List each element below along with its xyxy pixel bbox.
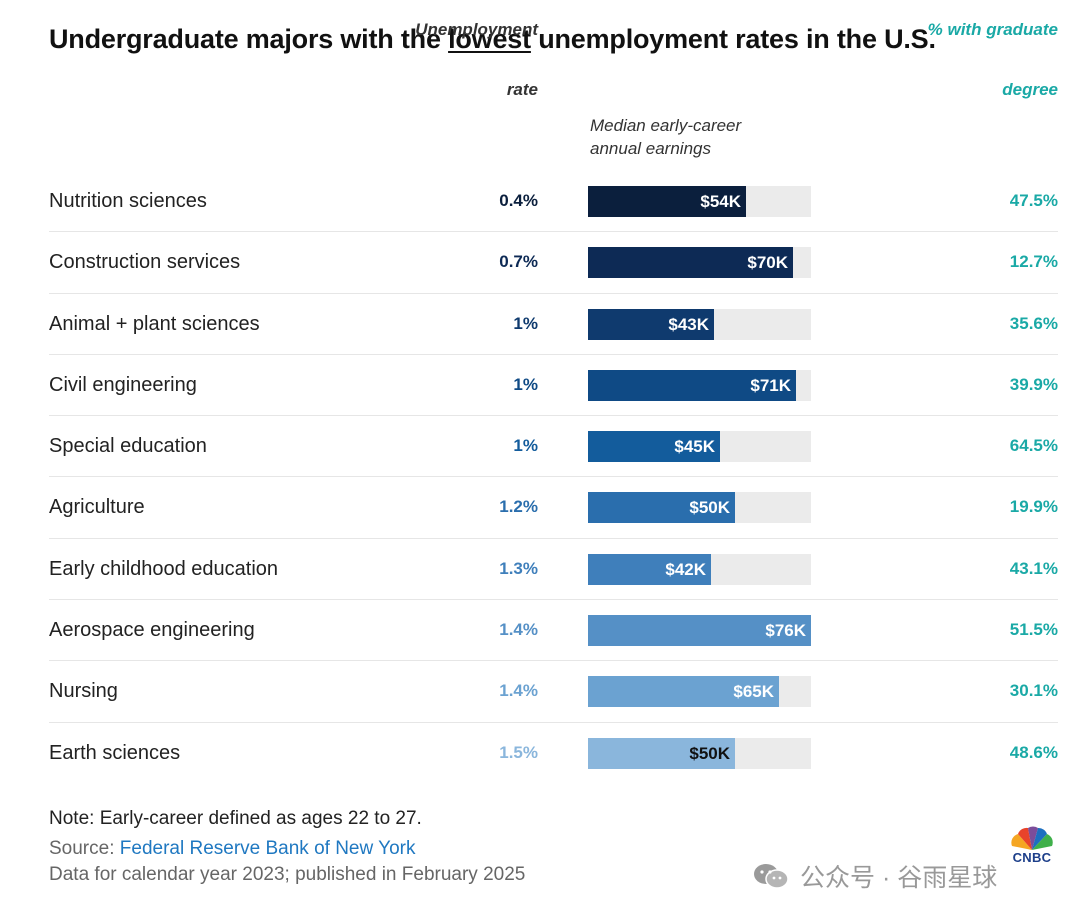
table-row: Earth sciences 1.5% $50K 48.6% (49, 721, 1058, 783)
earnings-bar: $70K (588, 247, 793, 279)
graduate-degree-value: 48.6% (1009, 742, 1058, 762)
table-row: Early childhood education 1.3% $42K 43.1% (49, 537, 1058, 599)
unemployment-rate-value: 1.3% (499, 558, 538, 578)
unemployment-rate-value: 1.2% (499, 497, 538, 517)
grad-header-line-1: % with graduate (927, 20, 1058, 39)
graduate-degree-value: 43.1% (1009, 558, 1058, 578)
earnings-bar-track: $45K (588, 431, 811, 463)
earnings-bar-track: $70K (588, 247, 811, 279)
table-row: Construction services 0.7% $70K 12.7% (49, 231, 1058, 292)
earnings-bar-label: $71K (750, 375, 791, 395)
graduate-degree-value: 35.6% (1009, 313, 1058, 333)
title-part-2: unemployment rates in the U.S. (530, 24, 936, 54)
unemployment-rate-value: 1.4% (499, 681, 538, 701)
graduate-degree-value: 64.5% (1009, 436, 1058, 456)
source-line: Source: Federal Reserve Bank of New York (49, 838, 415, 860)
grad-header-line-2: degree (1002, 80, 1058, 99)
graduate-degree-value: 12.7% (1009, 252, 1058, 272)
major-label: Animal + plant sciences (49, 312, 260, 335)
major-label: Nutrition sciences (49, 190, 207, 212)
table-row: Agriculture 1.2% $50K 19.9% (49, 476, 1058, 537)
earnings-bar: $45K (588, 431, 720, 463)
footnote: Note: Early-career defined as ages 22 to… (49, 808, 422, 829)
major-label: Civil engineering (49, 373, 197, 396)
earnings-bar-label: $43K (668, 314, 709, 334)
graduate-degree-value: 47.5% (1009, 191, 1058, 210)
earnings-header-line-1: Median early-career (590, 116, 742, 135)
table-row: Nursing 1.4% $65K 30.1% (49, 660, 1058, 721)
earnings-bar-label: $76K (765, 621, 806, 641)
graduate-degree-value: 51.5% (1009, 620, 1058, 640)
table-row: Special education 1% $45K 64.5% (49, 415, 1058, 476)
unemployment-rate-value: 1% (513, 436, 538, 456)
wechat-icon (754, 864, 789, 889)
earnings-bar-track: $50K (588, 492, 811, 524)
cnbc-peacock-logo-icon (1011, 826, 1053, 850)
major-label: Nursing (49, 680, 118, 703)
unemployment-rate-value: 1.5% (499, 742, 538, 762)
earnings-bar-track: $54K (588, 186, 811, 217)
earnings-bar: $50K (588, 492, 735, 524)
major-label: Special education (49, 435, 207, 458)
major-label: Aerospace engineering (49, 619, 255, 642)
column-header-earnings: Median early-career annual earnings (590, 114, 810, 160)
table-row: Aerospace engineering 1.4% $76K 51.5% (49, 599, 1058, 660)
earnings-bar: $42K (588, 553, 711, 585)
earnings-bar-label: $65K (733, 682, 774, 702)
earnings-bar: $43K (588, 308, 714, 340)
earnings-bar-track: $50K (588, 737, 811, 769)
unemployment-rate-value: 1.4% (499, 620, 538, 640)
unemployment-rate-value: 0.4% (499, 191, 538, 210)
rate-header-line-2: rate (506, 80, 538, 99)
graduate-degree-value: 19.9% (1009, 497, 1058, 517)
title-emphasis: lowest (448, 24, 531, 54)
table-row: Animal + plant sciences 1% $43K 35.6% (49, 292, 1058, 354)
data-note: Data for calendar year 2023; published i… (49, 864, 526, 885)
source-link[interactable]: Federal Reserve Bank of New York (119, 838, 416, 859)
major-label: Construction services (49, 251, 241, 274)
graduate-degree-value: 39.9% (1009, 374, 1058, 394)
graduate-degree-value: 30.1% (1009, 681, 1058, 701)
cnbc-logo-text: CNBC (1012, 850, 1052, 865)
earnings-bar-track: $42K (588, 553, 811, 585)
unemployment-rate-value: 1% (513, 313, 538, 333)
major-label: Agriculture (49, 496, 145, 519)
earnings-bar-track: $71K (588, 369, 811, 401)
earnings-bar-label: $50K (689, 743, 730, 763)
earnings-bar-track: $43K (588, 308, 811, 340)
unemployment-rate-value: 0.7% (499, 252, 538, 272)
title-part-1: Undergraduate majors with the (49, 24, 449, 54)
column-header-graduate-degree: % with graduate degree (870, 0, 1058, 99)
source-prefix: Source: (49, 838, 120, 859)
column-header-unemployment-rate: Unemployment rate (380, 0, 538, 99)
earnings-bar-label: $42K (665, 559, 706, 579)
earnings-bar-label: $45K (674, 437, 715, 457)
chart-title: Undergraduate majors with the lowest une… (49, 24, 936, 55)
data-table: Nutrition sciences 0.4% $54K 47.5% Construct… (49, 171, 1058, 783)
rate-header-line-1: Unemployment (415, 20, 538, 39)
earnings-bar-label: $54K (700, 192, 741, 211)
earnings-bar: $71K (588, 369, 796, 401)
unemployment-rate-value: 1% (513, 374, 538, 394)
earnings-bar: $65K (588, 676, 779, 708)
earnings-bar-label: $50K (689, 498, 730, 518)
major-label: Early childhood education (49, 557, 279, 580)
table-row: Nutrition sciences 0.4% $54K 47.5% (49, 171, 1058, 231)
earnings-bar: $50K (588, 737, 735, 769)
watermark-text: 公众号 · 谷雨星球 (800, 864, 998, 892)
earnings-bar: $54K (588, 186, 746, 217)
earnings-header-line-2: annual earnings (590, 139, 711, 158)
watermark: 公众号 · 谷雨星球 (752, 858, 997, 894)
earnings-bar-label: $70K (747, 253, 788, 273)
table-row: Civil engineering 1% $71K 39.9% (49, 353, 1058, 415)
earnings-bar-track: $65K (588, 676, 811, 708)
earnings-bar: $76K (588, 615, 811, 647)
earnings-bar-track: $76K (588, 615, 811, 647)
major-label: Earth sciences (49, 741, 181, 764)
